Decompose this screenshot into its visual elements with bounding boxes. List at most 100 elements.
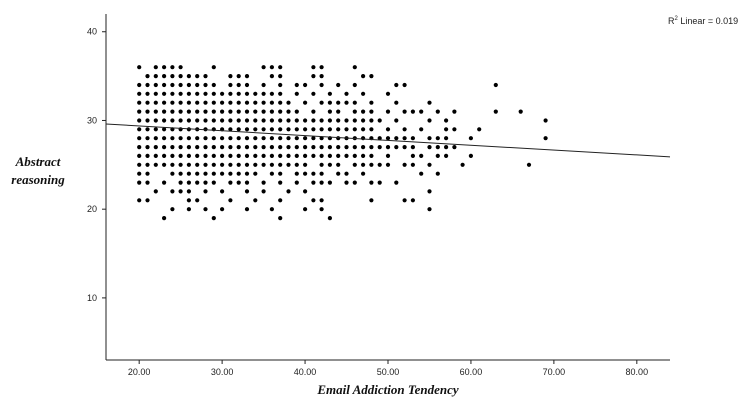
data-point [153,136,158,141]
data-point [162,91,167,96]
data-points [137,65,548,221]
x-tick-label: 40.00 [294,367,317,377]
data-point [311,180,316,185]
data-point [236,136,241,141]
data-point [261,109,266,114]
data-point [137,153,142,158]
data-point [153,82,158,88]
data-point [261,65,266,70]
data-point [137,136,142,141]
data-point [278,153,283,158]
data-point [394,82,399,88]
data-point [203,207,208,212]
data-point [203,162,208,167]
data-point [526,162,532,167]
data-point [278,136,283,141]
data-point [303,127,308,132]
data-point [402,82,407,88]
data-point [220,189,225,194]
data-point [261,180,266,185]
data-point [377,136,382,141]
data-point [261,91,266,96]
data-point [278,118,283,123]
data-point [303,136,308,141]
data-point [253,162,258,167]
data-point [162,82,167,88]
data-point [394,118,399,123]
data-point [319,65,324,70]
data-point [178,109,183,114]
data-point [211,91,216,96]
data-point [220,162,225,167]
data-point [352,153,357,158]
data-point [253,136,258,141]
data-point [145,82,150,88]
data-point [435,109,440,114]
data-point [385,162,391,167]
data-point [244,118,250,123]
x-tick-label: 30.00 [211,367,234,377]
data-point [352,145,357,150]
data-point [410,198,415,203]
data-point [162,216,167,221]
data-point [286,118,291,123]
data-point [286,100,291,105]
data-point [294,180,299,185]
data-point [477,127,482,132]
y-tick-label: 10 [87,293,97,303]
data-point [286,189,291,194]
data-point [253,118,258,123]
data-point [369,127,374,132]
data-point [394,180,399,185]
data-point [410,145,415,150]
x-axis-ticks: 20.00 30.00 40.00 50.00 60.00 70.00 80.00 [128,360,648,377]
data-point [269,109,274,114]
data-point [170,91,175,96]
data-point [410,109,415,114]
data-point [419,109,424,114]
data-point [261,100,266,105]
data-point [344,100,349,105]
data-point [178,180,183,185]
data-point [377,180,382,185]
data-point [253,91,258,96]
data-point [352,118,357,123]
data-point [319,171,324,176]
data-point [244,171,250,176]
data-point [385,136,391,141]
data-point [170,82,175,88]
data-point [153,127,158,132]
data-point [203,136,208,141]
data-point [452,145,457,150]
data-point [352,109,357,114]
data-point [294,153,299,158]
data-point [228,74,233,79]
data-point [253,127,258,132]
data-point [220,153,225,158]
data-point [195,118,200,123]
data-point [427,145,432,150]
data-point [319,180,324,185]
data-point [402,136,407,141]
data-point [286,109,291,114]
data-point [311,74,316,79]
data-point [178,153,183,158]
data-point [361,118,366,123]
data-point [361,127,366,132]
data-point [361,162,366,167]
data-point [244,189,250,194]
data-point [336,109,341,114]
data-point [402,127,407,132]
data-point [311,198,316,203]
data-point [195,145,200,150]
data-point [311,118,316,123]
x-tick-label: 20.00 [128,367,151,377]
data-point [203,91,208,96]
data-point [286,127,291,132]
data-point [303,189,308,194]
data-point [170,207,175,212]
data-point [162,74,167,79]
x-tick-label: 70.00 [543,367,566,377]
data-point [145,145,150,150]
